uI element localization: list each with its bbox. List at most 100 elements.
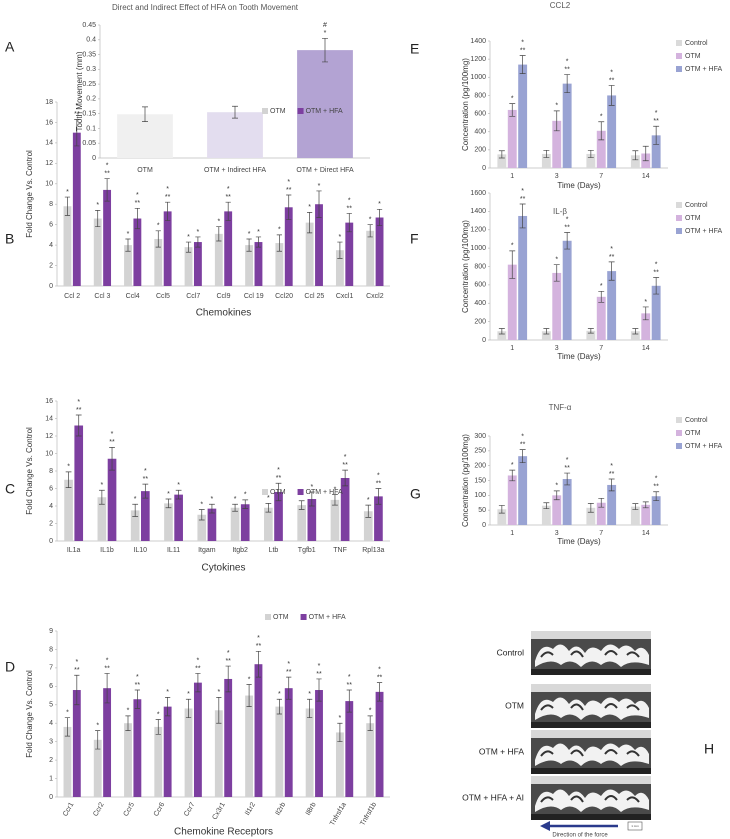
bar [305, 222, 314, 286]
bar [552, 495, 562, 525]
bar [345, 701, 354, 797]
error-bar [165, 498, 172, 509]
bar [562, 240, 572, 340]
x-tick-label: 1 [510, 345, 514, 352]
significance-label: * [217, 689, 220, 696]
error-bar [74, 674, 80, 706]
y-tick-label: 200 [474, 463, 486, 470]
significance-label: * [555, 483, 558, 490]
bar [297, 50, 353, 158]
x-axis-title: Time (Days) [557, 537, 601, 546]
bar [284, 207, 293, 286]
error-bar [598, 290, 605, 303]
legend-label: OTM + HFA [685, 228, 722, 235]
significance-label: * [277, 467, 280, 474]
x-tick-label: 14 [642, 530, 650, 537]
significance-label: * [378, 666, 381, 673]
significance-label: * [287, 661, 290, 668]
y-tick-label: 8 [49, 201, 53, 208]
error-bar [598, 121, 605, 141]
y-tick-label: 600 [474, 282, 486, 289]
error-bar [543, 502, 550, 510]
error-bar [653, 277, 660, 295]
x-tick-label: 1 [510, 173, 514, 180]
y-tick-label: 12 [45, 433, 53, 440]
bar [264, 507, 273, 541]
error-bar [185, 698, 192, 719]
significance-label: * [318, 183, 321, 190]
legend-swatch [300, 614, 307, 620]
bar [586, 330, 596, 340]
error-bar [332, 494, 338, 506]
y-tick-label: 0 [482, 165, 486, 172]
bar [193, 682, 202, 797]
error-bar [307, 212, 313, 234]
x-tick-label: Il2rb [274, 801, 287, 816]
significance-label: * [610, 246, 613, 253]
tooth-image [530, 730, 652, 774]
significance-label: * [127, 231, 130, 238]
significance-label: ** [653, 118, 659, 125]
error-bar [337, 241, 343, 259]
significance-label: * [111, 431, 114, 438]
x-tick-label: Il1r2 [244, 801, 257, 816]
bar [562, 83, 572, 168]
y-tick-label: 10 [45, 181, 53, 188]
panel-label: E [410, 41, 419, 57]
y-axis-title: Concentration (pg/100mg) [461, 58, 470, 151]
row-label: OTM [505, 700, 524, 710]
y-tick-label: 0 [49, 283, 53, 290]
legend-swatch [676, 417, 682, 423]
significance-label: * [234, 496, 237, 503]
x-tick-label: Tnfrsf1a [329, 801, 348, 827]
y-tick-label: 6 [49, 683, 53, 690]
bar [254, 664, 263, 797]
bar [297, 505, 306, 541]
significance-label: * [600, 114, 603, 121]
x-tick-label: Cxcl2 [366, 293, 384, 300]
bar [366, 723, 375, 797]
significance-label: ** [653, 269, 659, 276]
bar [197, 514, 207, 541]
significance-label: ** [564, 66, 570, 73]
bar [174, 494, 183, 541]
bar [607, 95, 617, 168]
bar [651, 496, 661, 525]
significance-label: * [267, 495, 270, 502]
bar [541, 153, 551, 168]
bar [607, 484, 617, 525]
arrow-caption: Direction of the force [552, 833, 608, 839]
y-tick-label: 14 [45, 140, 53, 147]
significance-label: * [610, 463, 613, 470]
scale-label: 1 mm [631, 824, 639, 828]
error-bar [265, 503, 272, 513]
error-bar [564, 74, 571, 94]
significance-label: * [278, 691, 281, 698]
bar [254, 242, 263, 286]
bar [224, 211, 233, 286]
y-tick-label: 150 [474, 477, 486, 484]
bar [207, 508, 217, 541]
x-tick-label: Ccl 3 [94, 293, 110, 300]
bar [63, 726, 72, 797]
bar [374, 496, 383, 541]
x-tick-label: Ltb [269, 547, 279, 554]
legend-swatch [262, 489, 268, 495]
significance-label: ** [225, 194, 231, 201]
error-bar [175, 489, 182, 500]
error-bar [509, 103, 516, 117]
bar [124, 245, 132, 286]
error-bar [564, 472, 571, 486]
error-bar [185, 241, 192, 253]
significance-label: ** [609, 254, 615, 261]
significance-label: * [248, 231, 251, 238]
significance-label: ** [104, 171, 110, 178]
bar [284, 688, 293, 797]
significance-label: ** [286, 187, 292, 194]
error-bar [232, 105, 238, 119]
x-tick-label: Ccl7 [186, 293, 200, 300]
error-bar [519, 449, 526, 464]
significance-label: ** [195, 665, 201, 672]
significance-label: * [521, 39, 524, 46]
error-bar [65, 471, 72, 488]
